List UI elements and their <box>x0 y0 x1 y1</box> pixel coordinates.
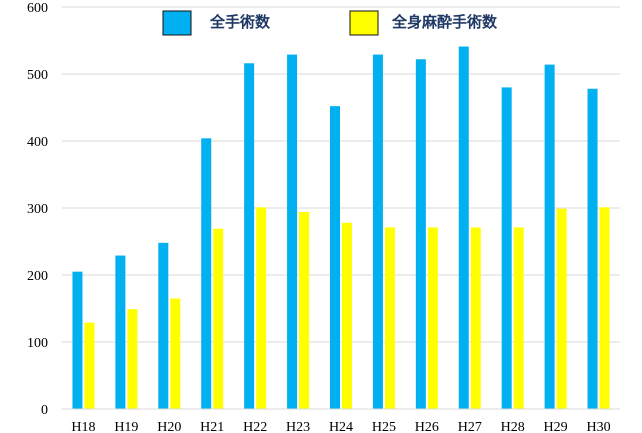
x-tick-label: H27 <box>458 420 482 433</box>
general-anesthesia-bar <box>213 228 224 409</box>
legend-label-general-anesthesia: 全身麻酔手術数 <box>391 13 498 31</box>
x-tick-label: H24 <box>329 420 353 433</box>
y-tick-label: 500 <box>27 68 48 83</box>
total-bar <box>158 242 169 409</box>
legend-item-total: 全手術数 <box>162 10 271 36</box>
x-tick-label: H20 <box>157 420 181 433</box>
total-bar <box>287 54 298 409</box>
general-anesthesia-bar <box>342 222 352 409</box>
general-anesthesia-bar <box>384 227 395 409</box>
x-tick-label: H30 <box>586 420 610 433</box>
total-bar <box>544 64 555 410</box>
total-bar <box>372 54 383 409</box>
y-tick-label: 400 <box>27 135 48 150</box>
x-tick-label: H25 <box>372 420 396 433</box>
general-anesthesia-bar <box>256 207 267 409</box>
general-anesthesia-bar <box>513 227 524 409</box>
bars <box>72 46 610 410</box>
general-anesthesia-bar <box>556 208 567 409</box>
gridlines <box>62 6 620 343</box>
general-anesthesia-bar <box>170 298 181 409</box>
general-anesthesia-bar <box>299 212 310 409</box>
y-tick-label: 300 <box>27 202 48 217</box>
legend: 全手術数 全身麻酔手術数 <box>162 10 498 36</box>
y-axis-ticks: 0 100 200 300 400 500 600 <box>27 1 48 418</box>
general-anesthesia-bar <box>84 322 95 409</box>
general-anesthesia-bar <box>127 309 138 409</box>
legend-swatch-total <box>162 10 192 36</box>
y-tick-label: 600 <box>27 1 48 16</box>
x-tick-label: H28 <box>501 420 525 433</box>
general-anesthesia-bar <box>599 207 610 409</box>
general-anesthesia-bar <box>427 227 438 409</box>
legend-label-total: 全手術数 <box>209 13 271 31</box>
x-tick-label: H22 <box>243 420 267 433</box>
total-bar <box>72 271 83 409</box>
x-tick-label: H26 <box>415 420 439 433</box>
total-bar <box>587 88 598 410</box>
x-tick-label: H21 <box>200 420 224 433</box>
total-bar <box>330 106 340 409</box>
x-tick-label: H18 <box>71 420 95 433</box>
y-tick-label: 200 <box>27 269 48 284</box>
total-bar <box>201 138 212 409</box>
x-tick-label: H19 <box>114 420 138 433</box>
total-bar <box>115 255 126 409</box>
total-bar <box>415 59 426 409</box>
x-tick-label: H23 <box>286 420 310 433</box>
general-anesthesia-bar <box>470 227 481 409</box>
total-bar <box>458 46 469 409</box>
x-tick-label: H29 <box>544 420 568 433</box>
total-bar <box>244 63 255 409</box>
legend-swatch-general-anesthesia <box>349 10 379 36</box>
total-bar <box>501 87 512 410</box>
y-tick-label: 0 <box>41 403 48 418</box>
legend-item-general-anesthesia: 全身麻酔手術数 <box>349 10 498 36</box>
y-tick-label: 100 <box>27 336 48 351</box>
x-axis-ticks: H18 H19 H20 H21 H22 H23 H24 H25 H26 H27 H28 H29 H30 <box>71 420 610 433</box>
